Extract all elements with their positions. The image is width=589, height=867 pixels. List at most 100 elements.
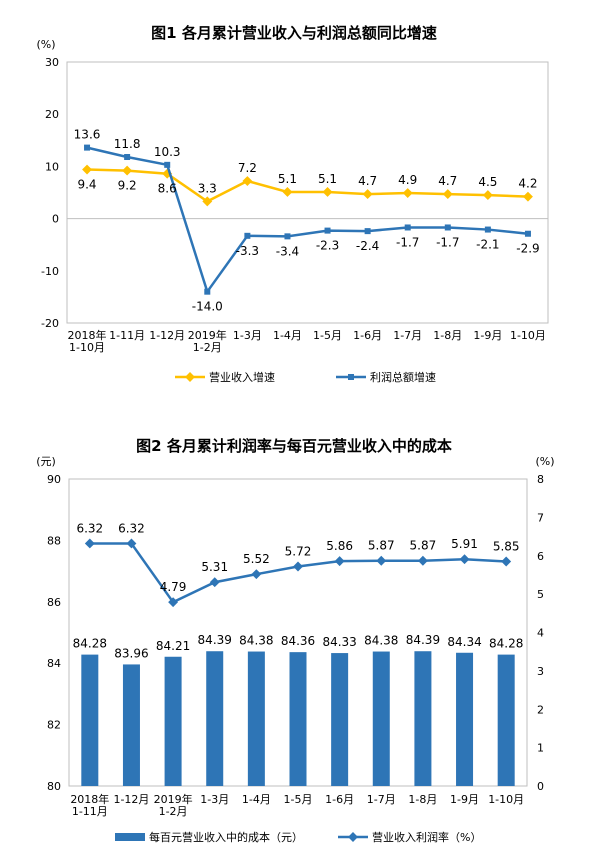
bar-label: 83.96 bbox=[114, 646, 148, 660]
chart-title: 图2 各月累计利润率与每百元营业收入中的成本 bbox=[136, 437, 452, 455]
data-label: 4.7 bbox=[358, 174, 377, 188]
data-point bbox=[122, 165, 133, 176]
data-label: -3.3 bbox=[236, 244, 259, 258]
x-tick-label: 2019年 1-2月 bbox=[188, 328, 227, 354]
x-tick-label: 1-11月 bbox=[109, 329, 145, 342]
x-tick-label: 1-7月 bbox=[393, 329, 422, 342]
line-label: 6.32 bbox=[118, 521, 145, 535]
data-point bbox=[282, 187, 293, 197]
x-tick-label: 1-5月 bbox=[284, 793, 313, 806]
bar-label: 84.39 bbox=[198, 633, 232, 647]
x-tick-label: 1-4月 bbox=[273, 329, 302, 342]
y-tick-label: 10 bbox=[45, 160, 59, 173]
bar-label: 84.33 bbox=[322, 635, 356, 649]
y-tick-label-right: 7 bbox=[537, 511, 544, 524]
data-point bbox=[376, 555, 387, 566]
data-point bbox=[84, 144, 91, 151]
line-label: 5.87 bbox=[410, 539, 437, 553]
y-tick-label-left: 88 bbox=[47, 534, 61, 547]
bar bbox=[456, 652, 474, 786]
data-point bbox=[82, 164, 92, 175]
x-tick-label: 1-9月 bbox=[450, 793, 479, 806]
data-label: 3.3 bbox=[198, 181, 217, 195]
x-tick-label: 1-10月 bbox=[488, 793, 524, 806]
line-label: 5.85 bbox=[493, 540, 520, 554]
data-point bbox=[324, 227, 331, 234]
data-label: -14.0 bbox=[192, 300, 223, 314]
bar-label: 84.34 bbox=[447, 635, 481, 649]
data-label: 5.1 bbox=[278, 172, 297, 186]
series-line bbox=[86, 146, 529, 295]
y-tick-label-left: 90 bbox=[47, 473, 61, 486]
y-tick-label-right: 3 bbox=[537, 665, 544, 678]
line-label: 5.91 bbox=[451, 537, 478, 551]
y-tick-label-right: 6 bbox=[537, 550, 544, 563]
y-tick-label: -10 bbox=[41, 265, 59, 278]
x-tick-label: 1-10月 bbox=[510, 329, 546, 342]
data-point bbox=[524, 230, 531, 237]
x-tick-label: 1-3月 bbox=[233, 329, 262, 342]
data-label: 13.6 bbox=[74, 128, 101, 142]
legend-marker bbox=[348, 374, 354, 380]
y-tick-label-right: 0 bbox=[537, 780, 544, 793]
data-point bbox=[482, 190, 493, 201]
series-line bbox=[87, 168, 529, 203]
data-label: 9.2 bbox=[118, 179, 137, 193]
y-tick-label-left: 82 bbox=[47, 719, 61, 732]
data-point bbox=[251, 569, 262, 580]
x-tick-label: 1-7月 bbox=[367, 793, 396, 806]
data-label: 4.2 bbox=[518, 177, 537, 191]
bar-label: 84.36 bbox=[281, 634, 315, 648]
y-tick-label-left: 84 bbox=[47, 657, 61, 670]
bar-label: 84.21 bbox=[156, 639, 190, 653]
data-point bbox=[293, 561, 303, 572]
data-point bbox=[164, 161, 171, 168]
y-tick-label-right: 2 bbox=[537, 703, 544, 716]
data-point bbox=[444, 224, 451, 231]
x-tick-label: 1-6月 bbox=[353, 329, 382, 342]
x-tick-label: 1-4月 bbox=[242, 793, 271, 806]
bar bbox=[81, 654, 99, 786]
data-point bbox=[284, 233, 291, 240]
x-tick-label: 1-8月 bbox=[433, 329, 462, 342]
y-axis-unit: (%) bbox=[36, 38, 55, 51]
legend-label: 利润总额增速 bbox=[370, 370, 436, 384]
data-label: -2.4 bbox=[356, 239, 379, 253]
bar-label: 84.38 bbox=[239, 634, 273, 648]
y-axis-unit-right: (%) bbox=[535, 455, 554, 468]
line-label: 5.31 bbox=[201, 560, 228, 574]
x-tick-label: 1-8月 bbox=[408, 793, 437, 806]
data-point bbox=[124, 154, 131, 161]
data-label: 7.2 bbox=[238, 161, 257, 175]
chart-2: 图2 各月累计利润率与每百元营业收入中的成本(元) (%)908886848280… bbox=[36, 437, 554, 844]
data-point bbox=[523, 191, 533, 202]
legend-swatch bbox=[115, 833, 145, 841]
data-point bbox=[442, 189, 453, 200]
data-point bbox=[334, 556, 345, 567]
data-label: -1.7 bbox=[396, 235, 419, 249]
data-label: -1.7 bbox=[436, 235, 459, 249]
y-tick-label: 20 bbox=[45, 108, 59, 121]
data-point bbox=[404, 224, 411, 231]
bar-label: 84.28 bbox=[489, 637, 523, 651]
data-point bbox=[364, 228, 371, 235]
x-tick-label: 2018年 1-11月 bbox=[70, 792, 109, 818]
line-label: 5.72 bbox=[285, 544, 312, 558]
line-label: 5.52 bbox=[243, 552, 270, 566]
data-point bbox=[484, 226, 491, 233]
bar bbox=[247, 651, 265, 786]
y-tick-label-right: 8 bbox=[537, 473, 544, 486]
x-tick-label: 1-3月 bbox=[200, 793, 229, 806]
y-tick-label: 30 bbox=[45, 56, 59, 69]
data-point bbox=[84, 538, 95, 549]
data-point bbox=[459, 554, 470, 565]
data-label: 9.4 bbox=[77, 178, 96, 192]
data-label: 8.6 bbox=[158, 182, 177, 196]
bar bbox=[206, 651, 224, 786]
y-tick-label-left: 80 bbox=[47, 780, 61, 793]
line-label: 4.79 bbox=[160, 580, 187, 594]
data-label: 11.8 bbox=[114, 137, 141, 151]
legend-label: 营业收入利润率（%） bbox=[372, 830, 481, 844]
data-label: 4.9 bbox=[398, 173, 417, 187]
data-point bbox=[362, 189, 373, 200]
